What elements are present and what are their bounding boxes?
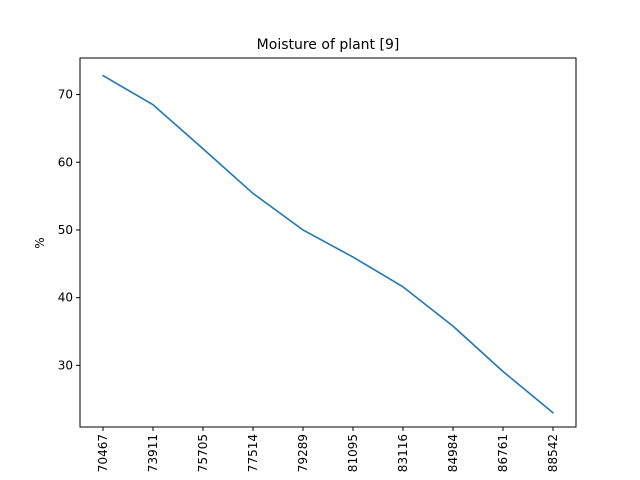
y-tick-label: 50	[58, 223, 73, 237]
y-tick-label: 40	[58, 291, 73, 305]
x-tick-label: 70467	[96, 434, 110, 472]
series-line-0	[102, 74, 554, 414]
x-tick-label: 75705	[196, 434, 210, 472]
chart-title: Moisture of plant [9]	[257, 37, 400, 53]
plot-area	[102, 74, 554, 414]
y-axis: 30 40 50 60 70	[58, 88, 80, 372]
x-tick-label: 86761	[496, 434, 510, 472]
x-tick-label: 73911	[146, 434, 160, 472]
x-axis: 70467 73911 75705 77514 79289 81095 83116 84984…	[96, 427, 560, 472]
y-tick-label: 60	[58, 155, 73, 169]
x-tick-label: 84984	[446, 434, 460, 472]
y-tick-label: 30	[58, 358, 73, 372]
x-tick-label: 88542	[546, 434, 560, 472]
x-tick-label: 79289	[296, 434, 310, 472]
plot-frame	[79, 57, 577, 428]
x-tick-label: 81095	[346, 434, 360, 472]
x-tick-label: 83116	[396, 434, 410, 472]
y-tick-label: 70	[58, 88, 73, 102]
y-axis-label: %	[33, 237, 47, 248]
x-tick-label: 77514	[246, 434, 260, 472]
